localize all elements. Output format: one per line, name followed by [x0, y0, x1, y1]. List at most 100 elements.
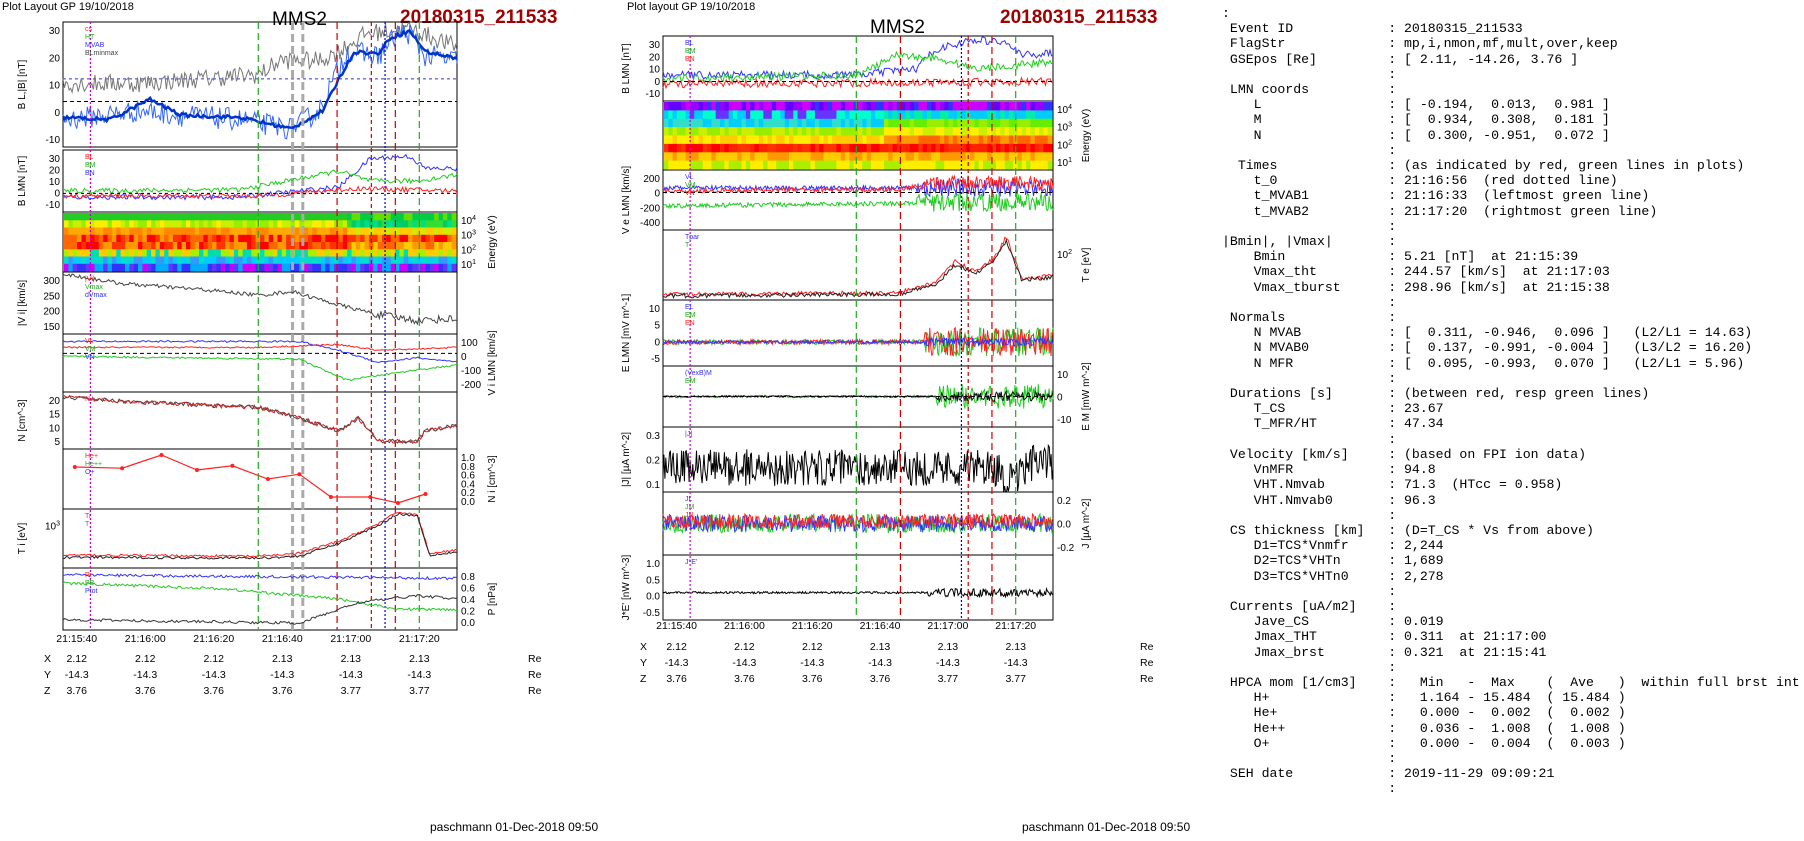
spectrogram-cell: [286, 234, 292, 243]
spectrogram-cell: [338, 234, 344, 243]
spectrogram-cell: [1026, 143, 1031, 153]
spectrogram-cell: [939, 127, 945, 137]
pos-row-label: Z: [640, 673, 647, 685]
summary-line: Bmin : 5.21 [nT] at 21:15:39: [1222, 249, 1579, 265]
spectrogram-cell: [273, 242, 279, 250]
spectrogram-cell: [64, 213, 69, 221]
spectrogram-cell: [168, 263, 174, 272]
legend-entry: Ptot: [85, 588, 98, 595]
spectrogram-cell: [329, 249, 335, 258]
spectrogram-cell: [451, 227, 457, 236]
spectrogram-cell: [694, 127, 700, 137]
spectrogram-cell: [194, 256, 200, 265]
spectrogram-cell: [377, 263, 383, 272]
spectrogram-cell: [116, 263, 122, 272]
spectrogram-cell: [355, 220, 361, 229]
spectrogram-cell: [905, 152, 911, 162]
spectrogram-cell: [694, 110, 700, 120]
spectrogram-cell: [862, 135, 868, 145]
y-axis-label: E LMN [mV m^-1]: [621, 293, 632, 372]
y-tick-label: 0.2: [461, 607, 475, 618]
spectrogram-cell: [664, 152, 669, 162]
spectrogram-cell: [264, 242, 270, 250]
spectrogram-cell: [1030, 143, 1036, 153]
pos-value: -14.3: [936, 657, 960, 669]
spectrogram-cell: [944, 110, 950, 120]
spectrogram-cell: [1043, 160, 1049, 170]
spectrogram-cell: [1034, 152, 1040, 162]
spectrogram-cell: [138, 256, 143, 265]
spectrogram-cell: [329, 213, 335, 221]
spectrogram-cell: [810, 118, 816, 128]
spectrogram-cell: [780, 127, 786, 137]
spectrogram-cell: [780, 160, 786, 170]
spectrogram-cell: [996, 127, 1001, 137]
spectrogram-cell: [72, 249, 78, 258]
spectrogram-cell: [220, 256, 226, 265]
spectrogram-cell: [845, 143, 850, 153]
spectrogram-cell: [373, 256, 379, 265]
spectrogram-cell: [715, 102, 721, 111]
summary-line: He+ : 0.000 - 0.002 ( 0.002 ): [1222, 705, 1626, 721]
spectrogram-cell: [948, 118, 954, 128]
spectrogram-cell: [827, 143, 833, 153]
spectrogram-cell: [307, 256, 313, 265]
spectrogram-cell: [789, 127, 794, 137]
spectrogram-cell: [1043, 143, 1049, 153]
spectrogram-cell: [1026, 110, 1031, 120]
spectrogram-cell: [281, 220, 287, 229]
spectrogram-cell: [395, 220, 400, 229]
spectrogram-cell: [758, 127, 764, 137]
spectrogram-cell: [849, 127, 855, 137]
spectrogram-cell: [909, 102, 915, 111]
bn-line: [62, 185, 458, 199]
spectrogram-cell: [94, 242, 100, 250]
spectrogram-cell: [823, 110, 829, 120]
spectrogram-cell: [64, 242, 69, 250]
spectrogram-cell: [935, 118, 941, 128]
ven-line: [662, 174, 1054, 195]
spectrogram-cell: [720, 102, 725, 111]
spectrogram-cell: [702, 135, 708, 145]
spectrogram-cell: [238, 256, 244, 265]
spectrogram-cell: [983, 102, 988, 111]
spectrogram-cell: [412, 263, 418, 272]
spectrogram-cell: [970, 110, 975, 120]
left-event-id: 20180315_211533: [400, 7, 558, 28]
spectrogram-cell: [220, 263, 226, 272]
spectrogram-cell: [793, 152, 799, 162]
spectrogram-cell: [111, 249, 117, 258]
spectrogram-cell: [242, 213, 248, 221]
spectrogram-cell: [111, 256, 117, 265]
y-tick-label: 250: [43, 291, 60, 302]
summary-line: FlagStr : mp,i,nmon,mf,mult,over,keep: [1222, 36, 1618, 52]
spectrogram-cell: [664, 110, 669, 120]
spectrogram-cell: [425, 234, 431, 243]
spectrogram-cell: [303, 227, 309, 236]
spectrogram-cell: [242, 256, 248, 265]
spectrogram-cell: [321, 213, 326, 221]
spectrogram-cell: [360, 213, 366, 221]
spectrogram-cell: [399, 227, 405, 236]
spectrogram-cell: [355, 242, 361, 250]
spectrogram-cell: [944, 102, 950, 111]
spectrogram-cell: [668, 160, 674, 170]
spectrogram-cell: [125, 234, 130, 243]
spectrogram-cell: [68, 234, 74, 243]
spectrogram-cell: [451, 213, 457, 221]
spectrogram-cell: [225, 249, 231, 258]
spectrogram-cell: [892, 160, 898, 170]
spectrogram-cell: [303, 220, 309, 229]
spectrogram-cell: [360, 234, 366, 243]
spectrogram-cell: [1021, 160, 1027, 170]
spectrogram-cell: [901, 143, 906, 153]
spectrogram-cell: [676, 110, 682, 120]
spectrogram-cell: [399, 213, 405, 221]
spectrogram-cell: [355, 249, 361, 258]
je-line: [662, 586, 1054, 599]
spectrogram-cell: [72, 227, 78, 236]
spectrogram-cell: [823, 118, 829, 128]
spectrogram-cell: [819, 135, 825, 145]
spectrogram-cell: [724, 110, 730, 120]
spectrogram-cell: [260, 249, 265, 258]
